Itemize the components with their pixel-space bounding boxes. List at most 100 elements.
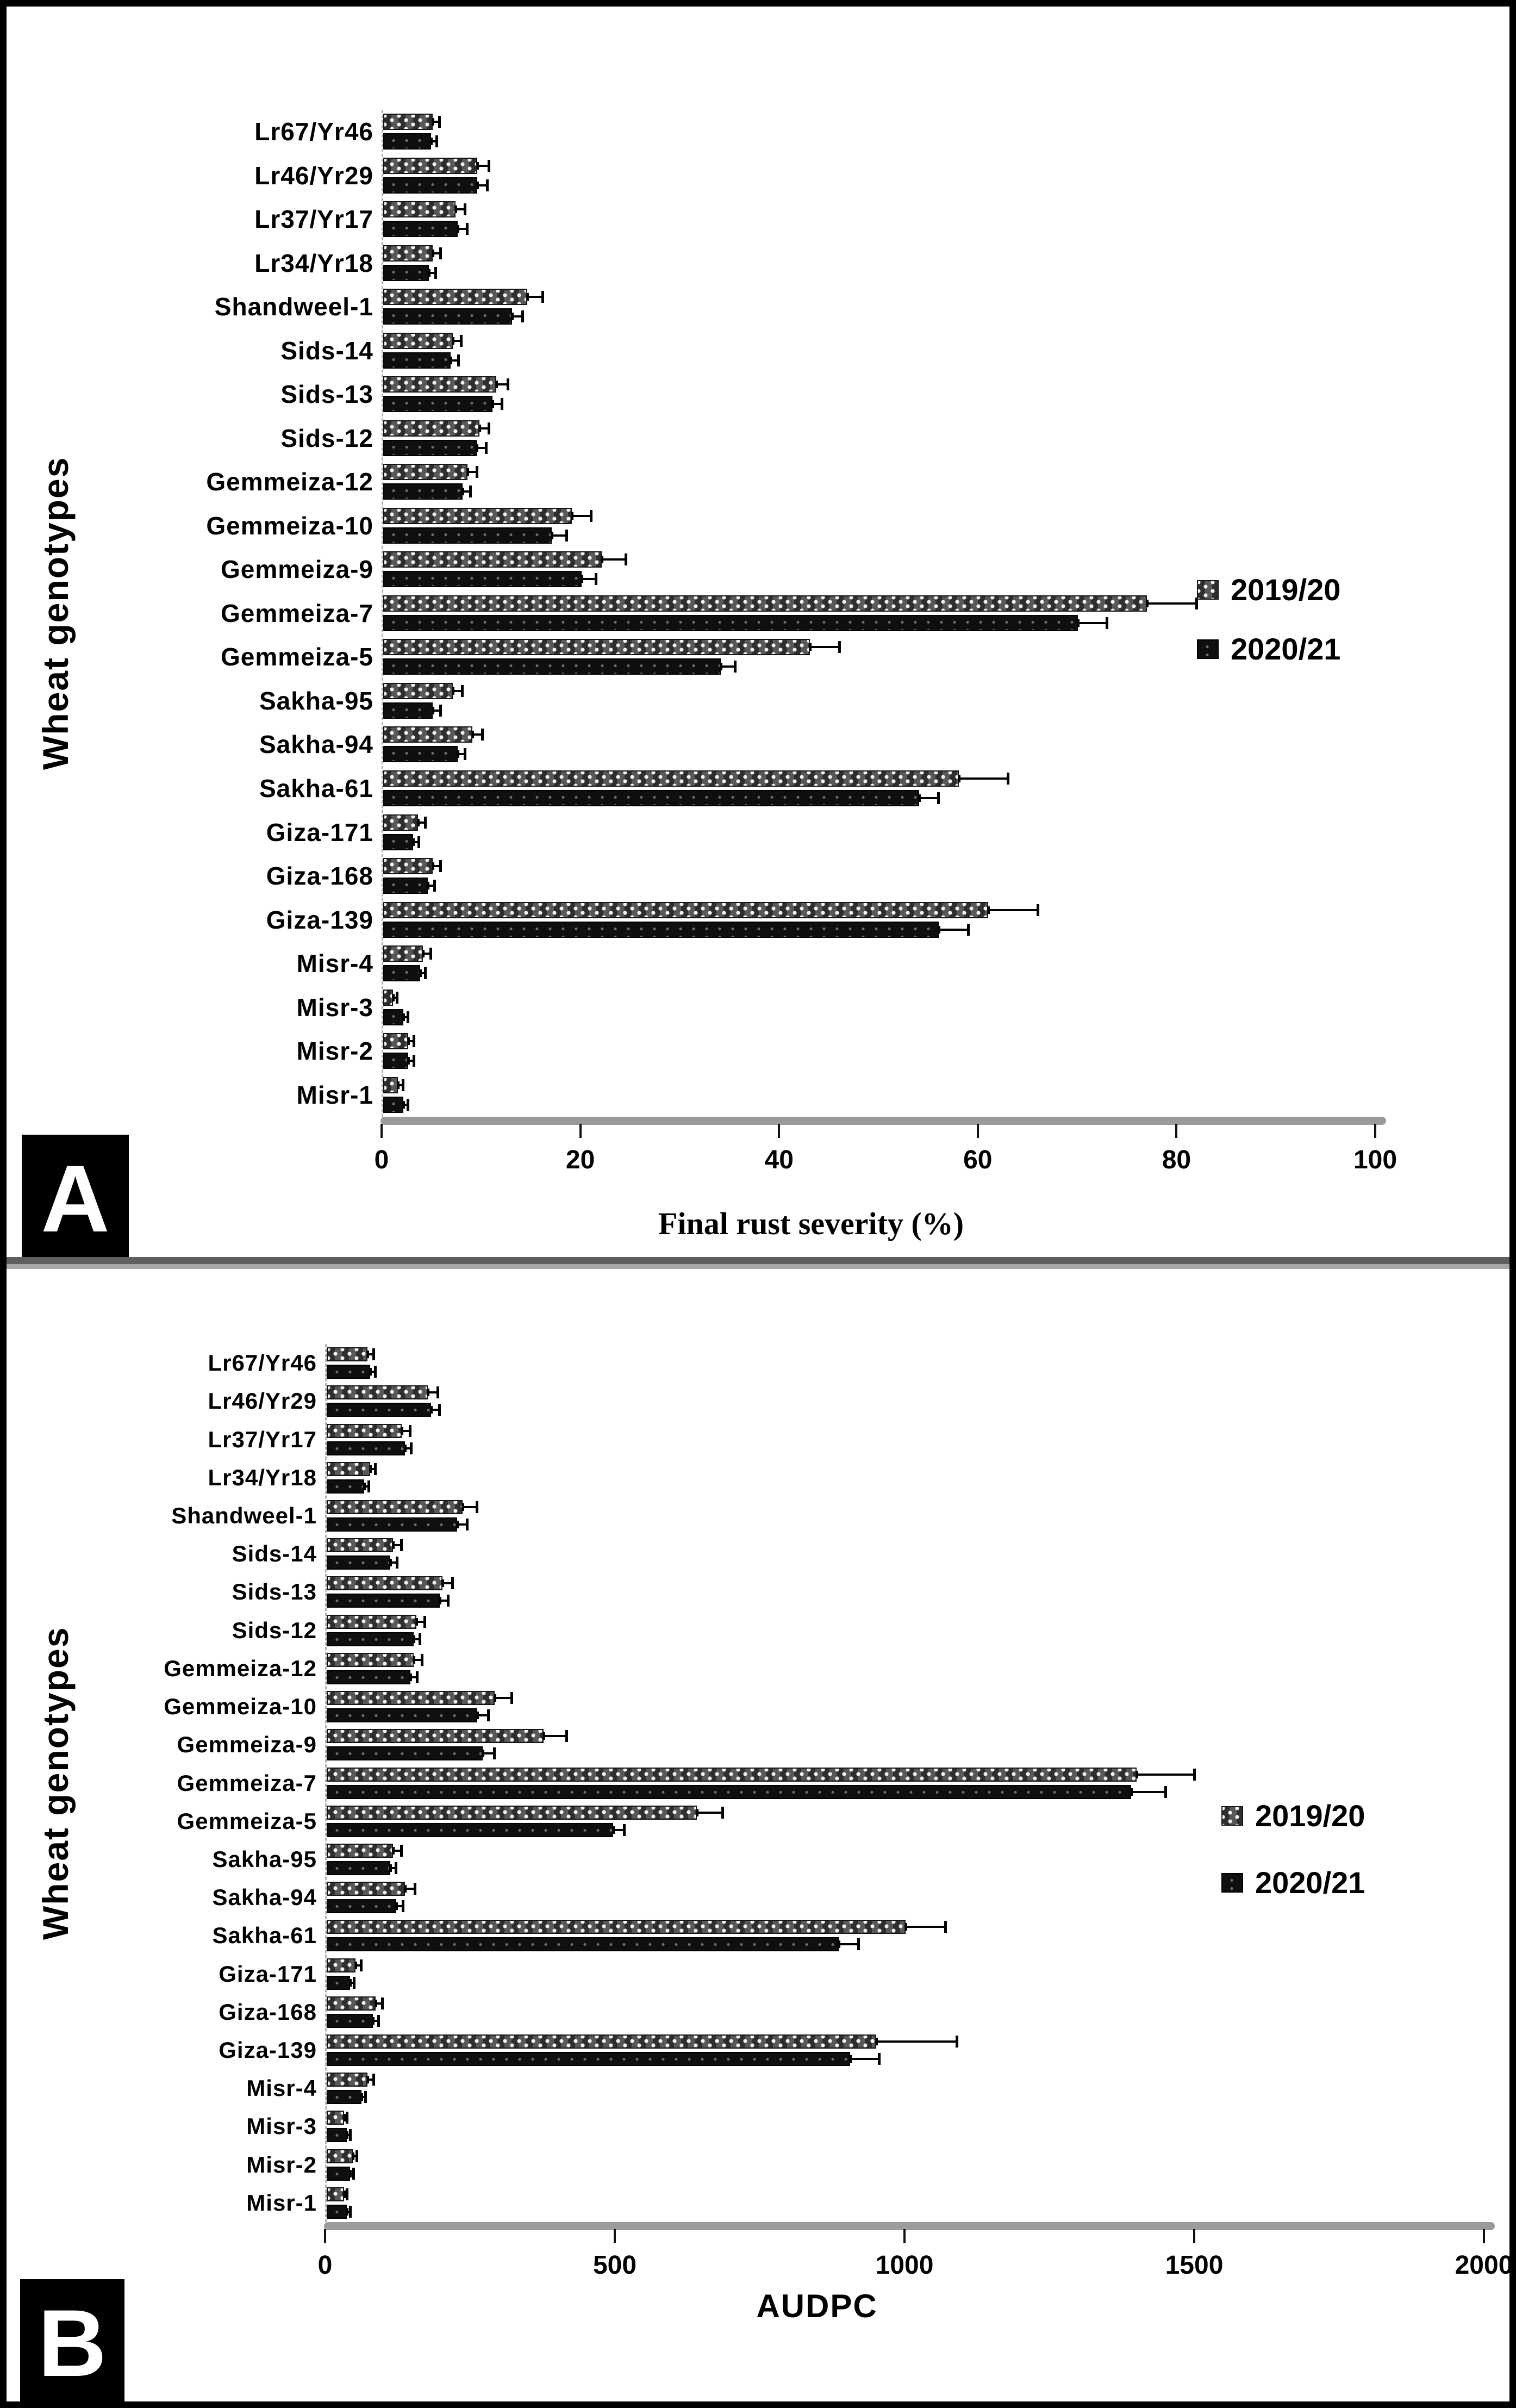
panel-label-b: B xyxy=(20,2279,124,2401)
x-axis-tick-label: 1500 xyxy=(1165,2251,1224,2280)
error-bar-2019-20 xyxy=(398,1084,403,1086)
error-bar-2019-20 xyxy=(876,2040,958,2043)
y-axis-title-b: Wheat genotypes xyxy=(35,1626,76,1940)
error-bar-2020-21 xyxy=(850,2058,879,2061)
x-axis-tick-label: 20 xyxy=(565,1146,595,1174)
legend-label: 2020/21 xyxy=(1231,632,1341,666)
error-bar-2020-21 xyxy=(413,841,419,843)
x-axis-tick-label: 60 xyxy=(963,1146,993,1174)
error-bar-2020-21 xyxy=(370,1371,376,1373)
bar-2020-21 xyxy=(383,746,458,763)
error-bar-2019-20 xyxy=(494,1697,512,1700)
category-row: Giza-171 xyxy=(219,1955,1484,1993)
bar-2020-21 xyxy=(327,1937,839,1952)
category-row: Lr67/Yr46 xyxy=(208,1344,1484,1382)
bar-2020-21 xyxy=(383,614,1078,631)
category-label: Lr37/Yr17 xyxy=(208,1426,317,1452)
error-bar-2019-20 xyxy=(413,1658,422,1661)
error-bar-2019-20 xyxy=(417,821,426,824)
error-bar-2020-21 xyxy=(720,665,735,668)
error-bar-2019-20 xyxy=(408,1040,414,1043)
bar-2020-21 xyxy=(383,789,919,806)
bar-2019-20 xyxy=(383,639,810,656)
bar-2019-20 xyxy=(383,1033,408,1050)
category-row: Lr46/Yr29 xyxy=(208,1382,1484,1420)
category-row: Sakha-95 xyxy=(213,1840,1484,1878)
error-bar-2019-20 xyxy=(370,1467,376,1470)
category-row: Gemmeiza-7 xyxy=(221,592,1375,636)
x-axis-tick xyxy=(1483,2229,1485,2243)
bar-2019-20 xyxy=(383,289,527,306)
bar-2020-21 xyxy=(327,1861,391,1875)
category-row: Lr37/Yr17 xyxy=(254,197,1375,241)
bar-2019-20 xyxy=(383,376,497,393)
bar-2019-20 xyxy=(327,1920,906,1934)
category-row: Sids-13 xyxy=(280,372,1375,416)
legend-item-2020-21: 2020/21 xyxy=(1221,1865,1365,1900)
bar-2019-20 xyxy=(327,1385,428,1400)
bar-2020-21 xyxy=(327,1403,431,1417)
error-bar-2020-21 xyxy=(390,1561,397,1564)
bar-2020-21 xyxy=(383,439,477,456)
error-bar-2020-21 xyxy=(403,1103,408,1106)
bar-2019-20 xyxy=(383,114,433,130)
bar-2019-20 xyxy=(383,420,480,437)
category-label: Shandweel-1 xyxy=(214,293,373,321)
bar-2020-21 xyxy=(327,1632,414,1646)
error-bar-2020-21 xyxy=(512,315,523,318)
error-bar-2020-21 xyxy=(463,490,471,493)
x-axis-tick xyxy=(1193,2229,1195,2243)
bar-2019-20 xyxy=(327,1538,394,1553)
bar-2019-20 xyxy=(327,1843,394,1858)
error-bar-2019-20 xyxy=(463,1505,477,1508)
category-label: Sids-13 xyxy=(280,380,373,409)
error-bar-2020-21 xyxy=(428,885,435,887)
x-axis-tick xyxy=(1374,1124,1376,1138)
bar-2020-21 xyxy=(383,833,413,850)
bar-2019-20 xyxy=(383,507,572,524)
error-bar-2020-21 xyxy=(404,1447,412,1449)
category-label: Lr67/Yr46 xyxy=(254,117,373,146)
bar-2020-21 xyxy=(383,1009,403,1025)
bar-2019-20 xyxy=(327,1805,697,1820)
category-label: Misr-4 xyxy=(296,949,373,978)
error-bar-2020-21 xyxy=(457,753,466,756)
category-label: Giza-139 xyxy=(266,905,373,934)
bar-2020-21 xyxy=(383,921,939,938)
category-label: Sakha-95 xyxy=(259,686,373,715)
category-label: Gemmeiza-10 xyxy=(206,511,373,540)
error-bar-2020-21 xyxy=(433,709,441,712)
category-row: Sakha-94 xyxy=(259,723,1375,767)
bar-2020-21 xyxy=(327,1479,365,1494)
category-row: Lr37/Yr17 xyxy=(208,1420,1484,1458)
category-row: Misr-3 xyxy=(297,985,1375,1029)
error-bar-2019-20 xyxy=(367,1353,375,1356)
category-label: Sakha-61 xyxy=(212,1922,317,1949)
category-label: Sids-14 xyxy=(232,1541,317,1567)
x-axis-tick-label: 40 xyxy=(764,1146,794,1174)
x-axis-tick-label: 500 xyxy=(592,2251,637,2280)
error-bar-2019-20 xyxy=(809,646,840,649)
bar-2020-21 xyxy=(327,2052,851,2067)
bar-2019-20 xyxy=(327,1423,402,1438)
error-bar-2019-20 xyxy=(376,2002,383,2005)
bar-2019-20 xyxy=(327,2187,344,2201)
error-bar-2019-20 xyxy=(404,1888,415,1890)
bar-2019-20 xyxy=(383,726,473,743)
category-label: Giza-168 xyxy=(219,1999,317,2025)
legend-swatch-2019-20 xyxy=(1197,580,1219,600)
bar-2020-21 xyxy=(327,1555,391,1570)
category-label: Gemmeiza-5 xyxy=(177,1808,317,1834)
x-axis-tick xyxy=(579,1124,582,1138)
category-label: Lr67/Yr46 xyxy=(208,1350,317,1376)
error-bar-2020-21 xyxy=(451,359,459,362)
error-bar-2019-20 xyxy=(433,121,440,123)
bar-2019-20 xyxy=(327,2073,367,2087)
bar-2020-21 xyxy=(383,133,431,150)
bar-2020-21 xyxy=(327,1517,457,1532)
category-row: Gemmeiza-9 xyxy=(221,547,1375,592)
category-label: Gemmeiza-9 xyxy=(177,1732,317,1758)
error-bar-2019-20 xyxy=(958,777,1008,780)
category-row: Sids-12 xyxy=(280,416,1375,461)
x-axis-tick xyxy=(614,2229,616,2243)
